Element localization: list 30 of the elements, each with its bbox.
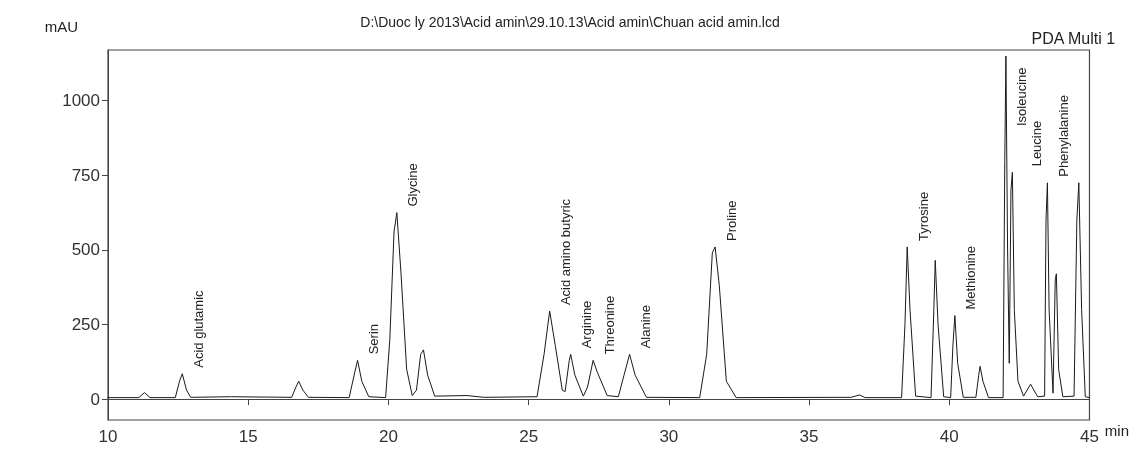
- x-tick-label: 40: [939, 427, 959, 446]
- x-tick-label: 30: [659, 427, 679, 446]
- annotation: Arginine: [579, 300, 595, 349]
- y-tick-label: 500: [71, 240, 100, 260]
- x-tick-label: 10: [98, 427, 118, 446]
- x-tick-label: 35: [799, 427, 819, 446]
- x-axis-title: min: [1104, 422, 1129, 440]
- annotation: Acid amino butyric: [558, 198, 574, 306]
- x-tick-label: 45: [1080, 427, 1099, 446]
- y-tick-label: 250: [71, 315, 100, 335]
- annotation: Proline: [723, 200, 739, 241]
- x-tick-label: 20: [378, 427, 398, 446]
- y-tick-label: 0: [90, 389, 100, 409]
- y-tick-label: 750: [71, 165, 100, 185]
- annotation: Isoleucine: [1014, 67, 1030, 126]
- x-tick-label: 15: [238, 427, 258, 446]
- annotation: Acid glutamic: [190, 289, 206, 368]
- annotation: Leucine: [1029, 120, 1045, 167]
- chart-title: D:\Duoc ly 2013\Acid amin\29.10.13\Acid amin\Chuan acid amin.lcd: [360, 14, 780, 30]
- annotation: Tyrosine: [915, 191, 931, 241]
- annotation: Phenylalanine: [1055, 95, 1071, 177]
- annotation: Methionine: [963, 245, 979, 310]
- annotation: Threonine: [601, 295, 617, 355]
- annotation: Glycine: [405, 163, 421, 207]
- y-tick-label: 1000: [62, 91, 100, 111]
- x-tick-label: 25: [519, 427, 539, 446]
- text: PDA Multi 1: [1031, 29, 1116, 47]
- annotation: Alanine: [638, 304, 654, 349]
- annotation: Serin: [366, 323, 382, 355]
- y-axis-title: mAU: [44, 18, 78, 35]
